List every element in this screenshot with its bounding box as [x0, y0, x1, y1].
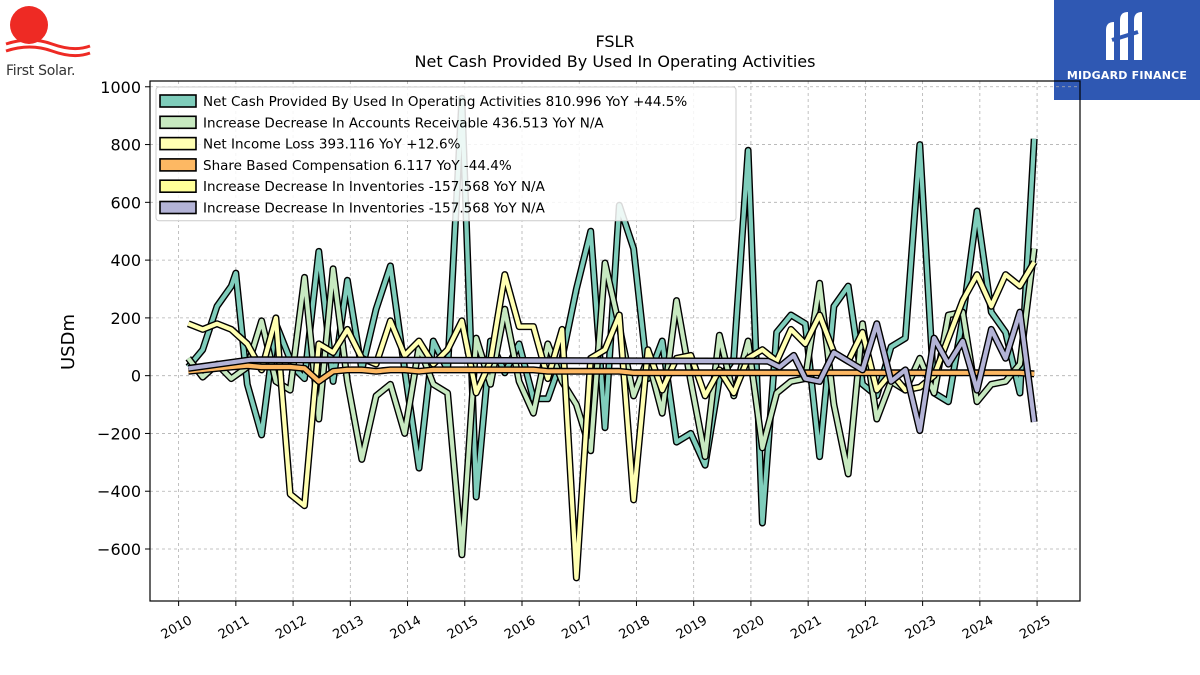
legend-swatch: [159, 158, 197, 172]
legend-label: Increase Decrease In Accounts Receivable…: [203, 115, 604, 131]
legend-swatch: [159, 94, 197, 108]
series-3: [187, 362, 1035, 385]
legend-label: Net Income Loss 393.116 YoY +12.6%: [203, 137, 461, 153]
y-tick-label: 200: [110, 309, 141, 328]
x-tick-label: 2013: [330, 613, 366, 643]
midgard-mark-icon: [1106, 12, 1142, 60]
x-tick-label: 2021: [788, 613, 824, 643]
y-tick-label: 1000: [100, 78, 141, 97]
chart-ticker: FSLR: [595, 32, 635, 51]
x-tick-label: 2014: [388, 613, 424, 643]
chart-title: Net Cash Provided By Used In Operating A…: [414, 52, 816, 71]
series-line: [188, 363, 1035, 384]
legend-box: [155, 86, 737, 222]
legend-swatch: [159, 179, 197, 193]
series-0: [185, 94, 1038, 527]
x-tick-label: 2011: [216, 613, 252, 643]
x-tick-label: 2022: [846, 613, 882, 643]
x-tick-label: 2018: [617, 613, 653, 643]
x-tick-label: 2012: [273, 613, 309, 643]
logo-text: First Solar.: [6, 63, 76, 79]
x-tick-label: 2024: [960, 613, 996, 643]
x-tick-label: 2019: [674, 613, 710, 643]
midgard-text: MIDGARD FINANCE: [1066, 69, 1188, 82]
series-line: [186, 96, 1037, 526]
y-tick-label: −200: [97, 424, 141, 443]
y-tick-label: 400: [110, 251, 141, 270]
y-tick-label: 600: [110, 193, 141, 212]
x-tick-label: 2017: [559, 613, 595, 643]
sun-icon: [5, 6, 91, 58]
y-tick-label: −600: [97, 540, 141, 559]
y-tick-label: 800: [110, 136, 141, 155]
legend-swatch: [159, 200, 197, 215]
y-axis-label: USDm: [58, 314, 79, 370]
legend-item: Net Income Loss 393.116 YoY +12.6%: [159, 136, 461, 153]
legend-swatch: [159, 136, 197, 151]
axes: −600 −400 −200 0 200 400 600 800 1000 2010 2011 201…: [97, 78, 1053, 643]
y-tick-label: −400: [97, 482, 141, 501]
legend-item: Increase Decrease In Accounts Receivable…: [159, 115, 604, 131]
series-lines: [185, 94, 1038, 582]
legend-label: Increase Decrease In Inventories -157.56…: [203, 179, 546, 195]
x-tick-label: 2010: [159, 613, 195, 643]
x-tick-label: 2023: [903, 613, 939, 643]
legend-label: Share Based Compensation 6.117 YoY -44.4…: [203, 158, 512, 174]
series-line: [188, 310, 1037, 433]
x-tick-label: 2020: [731, 613, 767, 643]
legend-label: Increase Decrease In Inventories -157.56…: [203, 201, 546, 217]
x-tick-label: 2016: [502, 613, 538, 643]
first-solar-logo: First Solar.: [0, 0, 100, 86]
plot-frame: [149, 80, 1081, 602]
legend-item: Net Cash Provided By Used In Operating A…: [159, 94, 687, 110]
legend-item: Share Based Compensation 6.117 YoY -44.4…: [159, 158, 512, 174]
midgard-finance-logo: MIDGARD FINANCE: [1054, 0, 1200, 100]
legend-label: Net Cash Provided By Used In Operating A…: [203, 94, 687, 110]
x-tick-label: 2015: [445, 613, 481, 643]
x-tick-label: 2025: [1017, 613, 1053, 643]
legend-swatch: [159, 115, 197, 130]
legend-item: Increase Decrease In Inventories -157.56…: [159, 179, 546, 195]
legend-item: Increase Decrease In Inventories -157.56…: [159, 200, 546, 217]
series-5: [187, 308, 1038, 435]
y-tick-label: 0: [131, 367, 141, 386]
legend: Net Cash Provided By Used In Operating A…: [155, 86, 737, 222]
